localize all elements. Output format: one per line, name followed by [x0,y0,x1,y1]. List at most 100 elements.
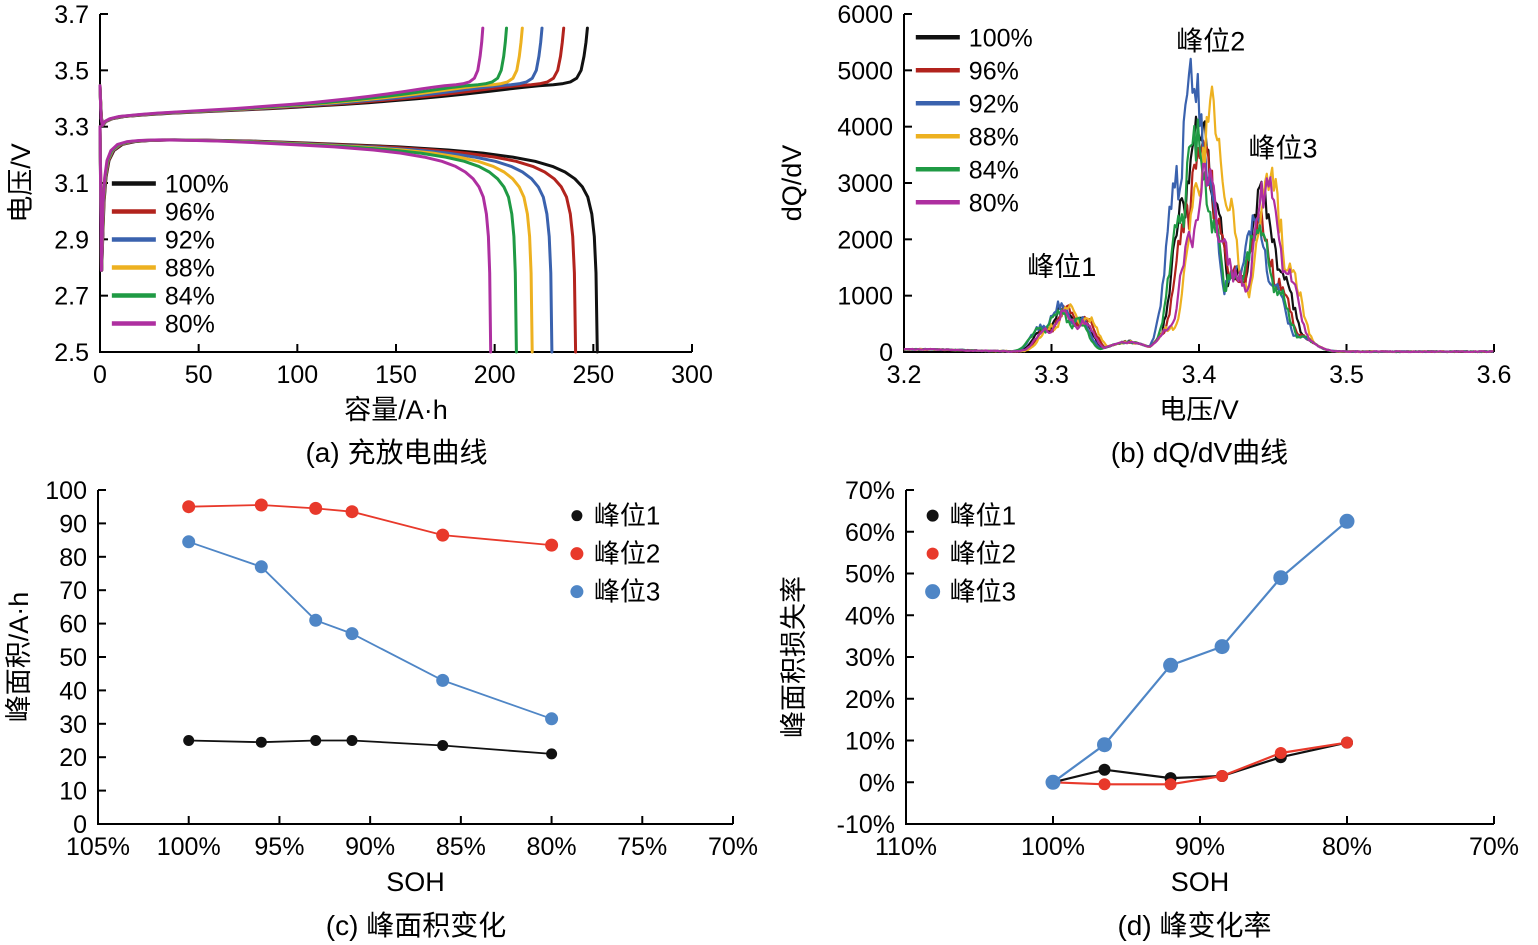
x-tick-label: 3.2 [887,361,922,389]
caption-c: (c) 峰面积变化 [325,909,507,941]
x-tick-label: 90% [345,833,395,861]
y-tick-label: 40 [59,677,87,705]
x-tick-label: 50 [185,361,213,389]
charge-curve-84% [98,26,508,127]
x-tick-label: 3.5 [1329,361,1364,389]
y-tick-label: 3.7 [54,1,89,29]
y-axis-label: 电压/V [6,143,36,223]
y-tick-label: 3.3 [54,114,89,142]
legend-label-96%: 96% [165,198,215,226]
data-point-峰位1 [346,735,358,746]
y-tick-label: 50% [845,561,895,589]
data-point-峰位2 [182,500,196,514]
x-tick-label: 80% [1322,833,1372,861]
y-tick-label: 3.5 [54,57,89,85]
y-tick-label: 10 [59,778,87,806]
y-tick-label: 10% [845,728,895,756]
x-tick-label: 0 [93,361,107,389]
y-tick-label: 60% [845,519,895,547]
y-tick-label: 80 [59,544,87,572]
legend-swatch-峰位3 [570,585,584,599]
x-axis-label: 电压/V [1159,395,1239,425]
x-tick-label: 200 [474,361,516,389]
y-tick-label: 0% [859,769,895,797]
x-tick-label: 90% [1175,833,1225,861]
x-tick-label: 300 [671,361,713,389]
series-line-峰位1 [188,739,552,755]
legend-label-80%: 80% [969,189,1019,217]
data-point-峰位3 [309,613,323,627]
data-point-峰位1 [1098,763,1111,776]
y-tick-label: 2000 [837,226,893,254]
caption-d: (d) 峰变化率 [1117,909,1272,941]
chart-b-canvas: 3.2 3.3 3.4 3.5 3.6 0 1000 2000 3000 4000 5000 6000… [777,1,1511,425]
peak-annotation: 峰位3 [1249,134,1318,164]
y-tick-label: 100 [45,477,87,505]
data-point-峰位3 [1045,774,1061,790]
y-tick-label: 3000 [837,170,893,198]
x-tick-label: 110% [875,833,937,861]
x-tick-label: 100 [276,361,318,389]
x-tick-label: 70% [708,833,758,861]
series-line-峰位3 [1052,520,1348,784]
data-point-峰位1 [183,735,195,746]
x-tick-label: 250 [572,361,614,389]
x-axis-label: SOH [1171,867,1230,897]
x-tick-label: 70% [1469,833,1519,861]
legend-label-80%: 80% [165,310,215,338]
x-tick-label: 3.3 [1034,361,1069,389]
y-tick-label: 0 [879,339,893,367]
data-point-峰位1 [437,740,449,751]
y-tick-label: 20 [59,744,87,772]
dqdv-curve-80% [903,162,1494,354]
legend-label-88%: 88% [969,123,1019,151]
y-tick-label: 30 [59,711,87,739]
data-point-峰位3 [1339,513,1355,529]
discharge-curve-80% [98,125,493,354]
series-line-峰位1 [1052,741,1348,784]
legend-label-峰位3: 峰位3 [594,577,660,607]
legend-swatch-峰位1 [571,510,583,522]
series-line-峰位3 [188,540,552,720]
legend-label-峰位3: 峰位3 [950,577,1016,607]
y-tick-label: 0 [73,811,87,839]
x-tick-label: 100% [1021,833,1085,861]
y-tick-label: 20% [845,686,895,714]
y-tick-label: 30% [845,644,895,672]
data-point-峰位2 [436,528,450,542]
data-point-峰位3 [436,673,450,687]
subplot-b: 3.2 3.3 3.4 3.5 3.6 0 1000 2000 3000 4000 5000 6000… [769,0,1538,472]
y-tick-label: 6000 [837,1,893,29]
y-tick-label: 5000 [837,57,893,85]
data-point-峰位3 [1214,639,1230,655]
series-line-峰位2 [1052,741,1348,786]
legend-swatch-峰位1 [926,509,939,522]
data-point-峰位1 [310,735,322,746]
x-axis-label: 容量/A·h [344,395,448,425]
data-point-峰位3 [345,627,359,641]
x-tick-label: 80% [527,833,577,861]
chart-d-canvas: 110% 100% 90% 80% 70% -10% 0% 10% 20% 30% 40% 50% 60… [779,477,1519,897]
charge-curve-80% [98,26,485,127]
y-tick-label: 70 [59,577,87,605]
y-tick-label: 3.1 [54,170,89,198]
legend-label-88%: 88% [165,254,215,282]
data-point-峰位2 [1216,770,1229,782]
caption-a: (a) 充放电曲线 [305,437,488,468]
data-point-峰位2 [309,501,323,515]
x-tick-label: 150 [375,361,417,389]
legend-label-峰位2: 峰位2 [594,539,660,569]
y-tick-label: 40% [845,602,895,630]
chart-a-canvas: 0 50 100 150 200 250 300 2.5 2.7 2.9 3.1 3.3 3.5 3.7 容… [6,1,713,425]
legend-label-84%: 84% [969,156,1019,184]
data-point-峰位1 [546,748,558,760]
legend-label-峰位2: 峰位2 [950,539,1016,569]
data-point-峰位2 [1274,747,1287,759]
legend-label-92%: 92% [969,90,1019,118]
caption-b: (b) dQ/dV曲线 [1110,437,1289,468]
legend-swatch-峰位2 [570,547,584,561]
subplot-a: 0 50 100 150 200 250 300 2.5 2.7 2.9 3.1 3.3 3.5 3.7 容… [0,0,769,472]
y-axis-label: 峰面积/A·h [4,592,34,723]
legend-swatch-峰位2 [926,547,939,560]
